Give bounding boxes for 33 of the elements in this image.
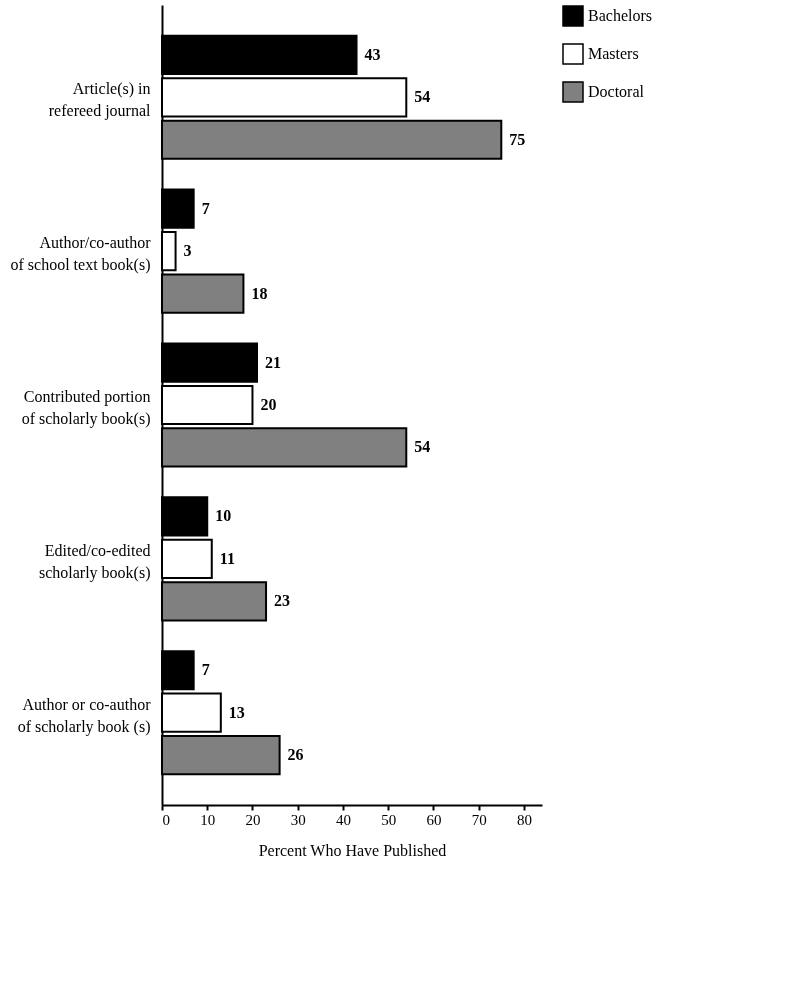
data-label: 13 — [228, 703, 245, 721]
x-tick-label: 20 — [245, 811, 261, 828]
data-label: 20 — [260, 396, 277, 413]
x-tick-label: 70 — [471, 811, 487, 828]
data-label: 54 — [414, 88, 431, 106]
data-label: 43 — [364, 45, 381, 63]
y-tick-label: Author/co-author of school text book(s) — [10, 234, 152, 275]
y-tick-label: Author or co-author of scholarly book (s) — [17, 695, 152, 736]
data-label: 10 — [215, 507, 232, 525]
x-tick-label: 0 — [162, 811, 170, 828]
data-label: 75 — [509, 130, 526, 148]
data-label: 26 — [287, 746, 304, 764]
y-tick-label: Edited/co-edited scholarly book(s) — [38, 541, 151, 582]
data-label: 7 — [201, 199, 210, 217]
x-tick-label: 80 — [516, 811, 532, 828]
legend-label: Masters — [588, 45, 639, 62]
y-tick-label: Article(s) in refereed journal — [48, 80, 152, 121]
data-label: 23 — [274, 592, 291, 610]
data-label: 11 — [219, 549, 235, 567]
y-tick-label: Contributed portion of scholarly book(s) — [21, 388, 151, 428]
data-label: 3 — [183, 242, 192, 260]
x-tick-label: 50 — [381, 811, 397, 828]
legend-label: Doctoral — [588, 83, 645, 100]
data-label: 21 — [265, 353, 281, 371]
data-label: 18 — [251, 284, 268, 302]
x-tick-label: 40 — [335, 811, 351, 828]
x-axis-title: Percent Who Have Published — [258, 841, 447, 859]
data-label: 7 — [201, 661, 210, 679]
x-tick-label: 10 — [200, 811, 216, 828]
data-label: 54 — [414, 438, 431, 456]
legend-label: Bachelors — [588, 7, 652, 24]
x-tick-label: 30 — [290, 811, 306, 828]
x-tick-label: 60 — [426, 811, 442, 828]
